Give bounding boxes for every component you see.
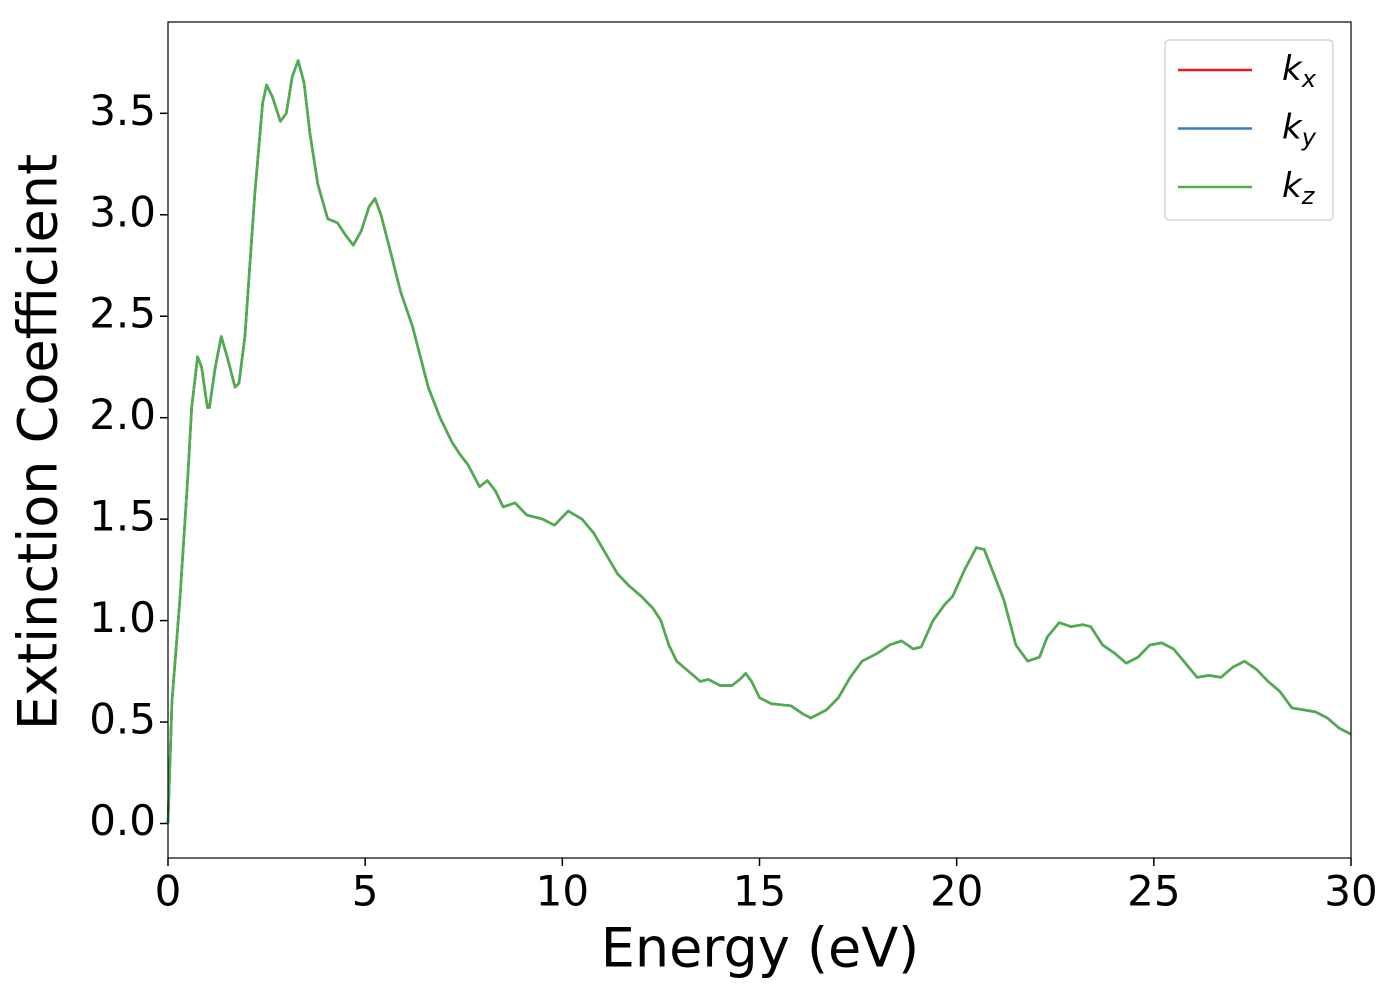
legend-label: ky: [1282, 107, 1317, 152]
x-tick-label: 10: [536, 867, 589, 916]
y-tick-label: 2.5: [89, 289, 156, 338]
legend-subscript: x: [1301, 65, 1317, 93]
legend-name: k: [1282, 107, 1303, 147]
line-series: [166, 59, 1352, 824]
legend-name: k: [1282, 49, 1303, 89]
y-tick-label: 0.0: [89, 796, 156, 845]
legend-label: kz: [1282, 166, 1316, 211]
plot-frame: [167, 21, 1352, 859]
x-tick-label: 0: [155, 867, 182, 916]
x-tick-label: 15: [733, 867, 786, 916]
y-axis-label: Extinction Coefficient: [7, 154, 70, 730]
legend-label: kx: [1282, 49, 1317, 94]
x-tick-label: 30: [1324, 867, 1377, 916]
y-tick-label: 1.5: [89, 492, 156, 541]
x-tick-label: 5: [352, 867, 379, 916]
legend-box: [1164, 39, 1334, 221]
legend-subscript: y: [1301, 124, 1317, 152]
legend-subscript: z: [1301, 182, 1316, 210]
y-tick-label: 2.0: [89, 390, 156, 439]
y-tick-label: 0.5: [89, 695, 156, 744]
y-tick-label: 3.5: [89, 86, 156, 135]
x-tick-label: 20: [930, 867, 983, 916]
x-axis-label: Energy (eV): [601, 917, 920, 980]
x-tick-label: 25: [1127, 867, 1180, 916]
legend-name: k: [1282, 166, 1303, 206]
y-tick-label: 3.0: [89, 187, 156, 236]
y-tick-label: 1.0: [89, 593, 156, 642]
